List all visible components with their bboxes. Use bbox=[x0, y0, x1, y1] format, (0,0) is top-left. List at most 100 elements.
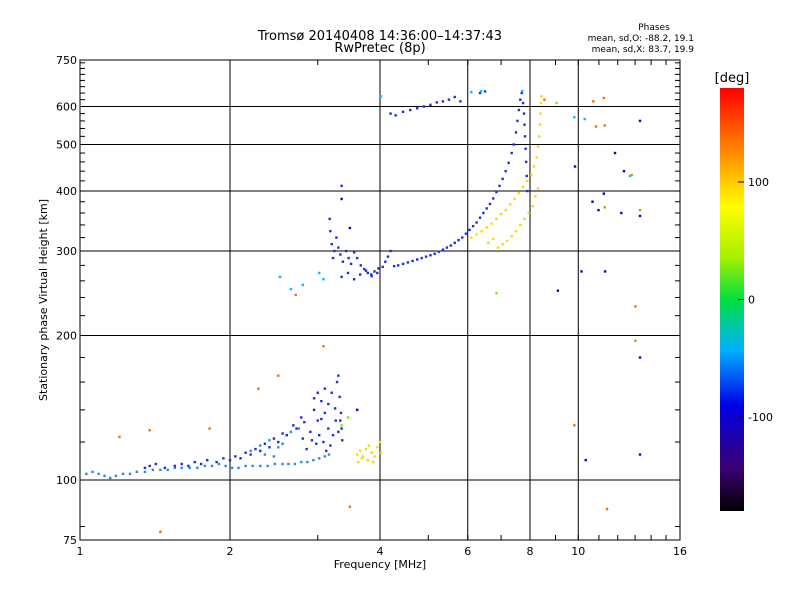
data-point bbox=[453, 95, 456, 99]
data-point bbox=[328, 217, 331, 221]
data-point bbox=[376, 446, 379, 449]
data-point bbox=[510, 235, 513, 238]
data-point bbox=[244, 451, 247, 454]
data-point bbox=[281, 432, 284, 435]
data-point bbox=[97, 472, 100, 476]
data-point bbox=[215, 460, 218, 464]
data-point bbox=[638, 453, 642, 456]
data-point bbox=[389, 249, 392, 253]
y-tick-label: 75 bbox=[63, 534, 77, 547]
data-point bbox=[187, 464, 190, 468]
x-tick-label: 16 bbox=[673, 545, 687, 558]
data-point bbox=[277, 374, 280, 377]
data-point bbox=[268, 439, 271, 442]
data-point bbox=[422, 105, 426, 108]
data-point bbox=[370, 451, 373, 454]
data-point bbox=[244, 464, 247, 468]
y-tick-label: 750 bbox=[56, 54, 77, 67]
data-point bbox=[517, 191, 521, 195]
data-point bbox=[358, 449, 362, 453]
data-point bbox=[306, 460, 309, 464]
data-point bbox=[348, 505, 352, 508]
data-point bbox=[349, 262, 353, 266]
data-point bbox=[103, 474, 106, 478]
data-point bbox=[499, 212, 503, 216]
data-point bbox=[337, 374, 340, 377]
data-point bbox=[335, 380, 339, 384]
data-point bbox=[135, 470, 138, 474]
data-point bbox=[118, 435, 121, 439]
data-point bbox=[278, 275, 282, 279]
data-point bbox=[360, 457, 364, 460]
data-point bbox=[555, 101, 558, 105]
data-point bbox=[379, 95, 383, 98]
data-point bbox=[180, 462, 183, 466]
data-point bbox=[409, 108, 412, 112]
data-point bbox=[364, 447, 368, 451]
data-point bbox=[536, 145, 540, 148]
x-tick-label: 10 bbox=[571, 545, 585, 558]
data-point bbox=[193, 460, 197, 464]
data-point bbox=[309, 430, 312, 434]
data-point bbox=[295, 427, 298, 430]
data-point bbox=[249, 453, 252, 456]
data-point bbox=[415, 107, 419, 110]
data-point bbox=[259, 464, 262, 468]
x-tick-label: 2 bbox=[227, 545, 234, 558]
data-point bbox=[449, 244, 453, 247]
data-point bbox=[501, 177, 504, 181]
data-point bbox=[366, 458, 369, 462]
data-point bbox=[323, 455, 327, 458]
data-point bbox=[447, 98, 451, 101]
data-point bbox=[327, 427, 330, 430]
data-point bbox=[303, 420, 306, 424]
data-point bbox=[392, 264, 396, 268]
data-point bbox=[516, 119, 519, 123]
y-tick-label: 500 bbox=[56, 139, 77, 152]
data-point bbox=[337, 246, 340, 249]
data-point bbox=[478, 216, 482, 219]
data-point bbox=[322, 278, 325, 281]
data-point bbox=[109, 476, 112, 480]
data-point bbox=[339, 253, 342, 256]
data-point bbox=[337, 430, 340, 434]
data-point bbox=[539, 101, 543, 105]
data-point bbox=[317, 433, 321, 437]
data-point bbox=[534, 195, 537, 198]
data-point bbox=[401, 110, 405, 113]
data-point bbox=[281, 462, 284, 466]
data-point bbox=[613, 151, 617, 155]
data-point bbox=[199, 462, 203, 466]
data-point bbox=[453, 241, 456, 245]
data-point bbox=[373, 455, 376, 458]
data-point bbox=[638, 208, 642, 212]
colorbar-tick-label: -100 bbox=[748, 411, 773, 424]
data-point bbox=[234, 455, 237, 458]
data-point bbox=[524, 160, 528, 164]
data-point bbox=[480, 229, 483, 233]
data-point bbox=[277, 440, 280, 444]
data-point bbox=[519, 98, 522, 101]
data-point bbox=[372, 460, 375, 464]
data-point bbox=[366, 271, 369, 275]
data-point bbox=[517, 108, 521, 112]
data-point bbox=[459, 100, 462, 103]
data-point bbox=[485, 226, 488, 229]
data-point bbox=[339, 419, 342, 422]
data-point bbox=[573, 165, 577, 168]
data-point bbox=[180, 466, 183, 470]
data-point bbox=[504, 169, 507, 173]
data-point bbox=[340, 424, 343, 427]
data-point bbox=[310, 439, 314, 442]
data-point bbox=[478, 91, 482, 95]
data-point bbox=[259, 444, 262, 447]
data-points bbox=[85, 89, 642, 534]
data-point bbox=[257, 387, 260, 390]
y-tick-label: 300 bbox=[56, 245, 77, 258]
data-point bbox=[457, 238, 460, 242]
x-tick-label: 8 bbox=[527, 545, 534, 558]
data-point bbox=[273, 462, 276, 466]
data-point bbox=[263, 442, 267, 445]
data-point bbox=[441, 248, 445, 251]
data-point bbox=[496, 246, 500, 249]
